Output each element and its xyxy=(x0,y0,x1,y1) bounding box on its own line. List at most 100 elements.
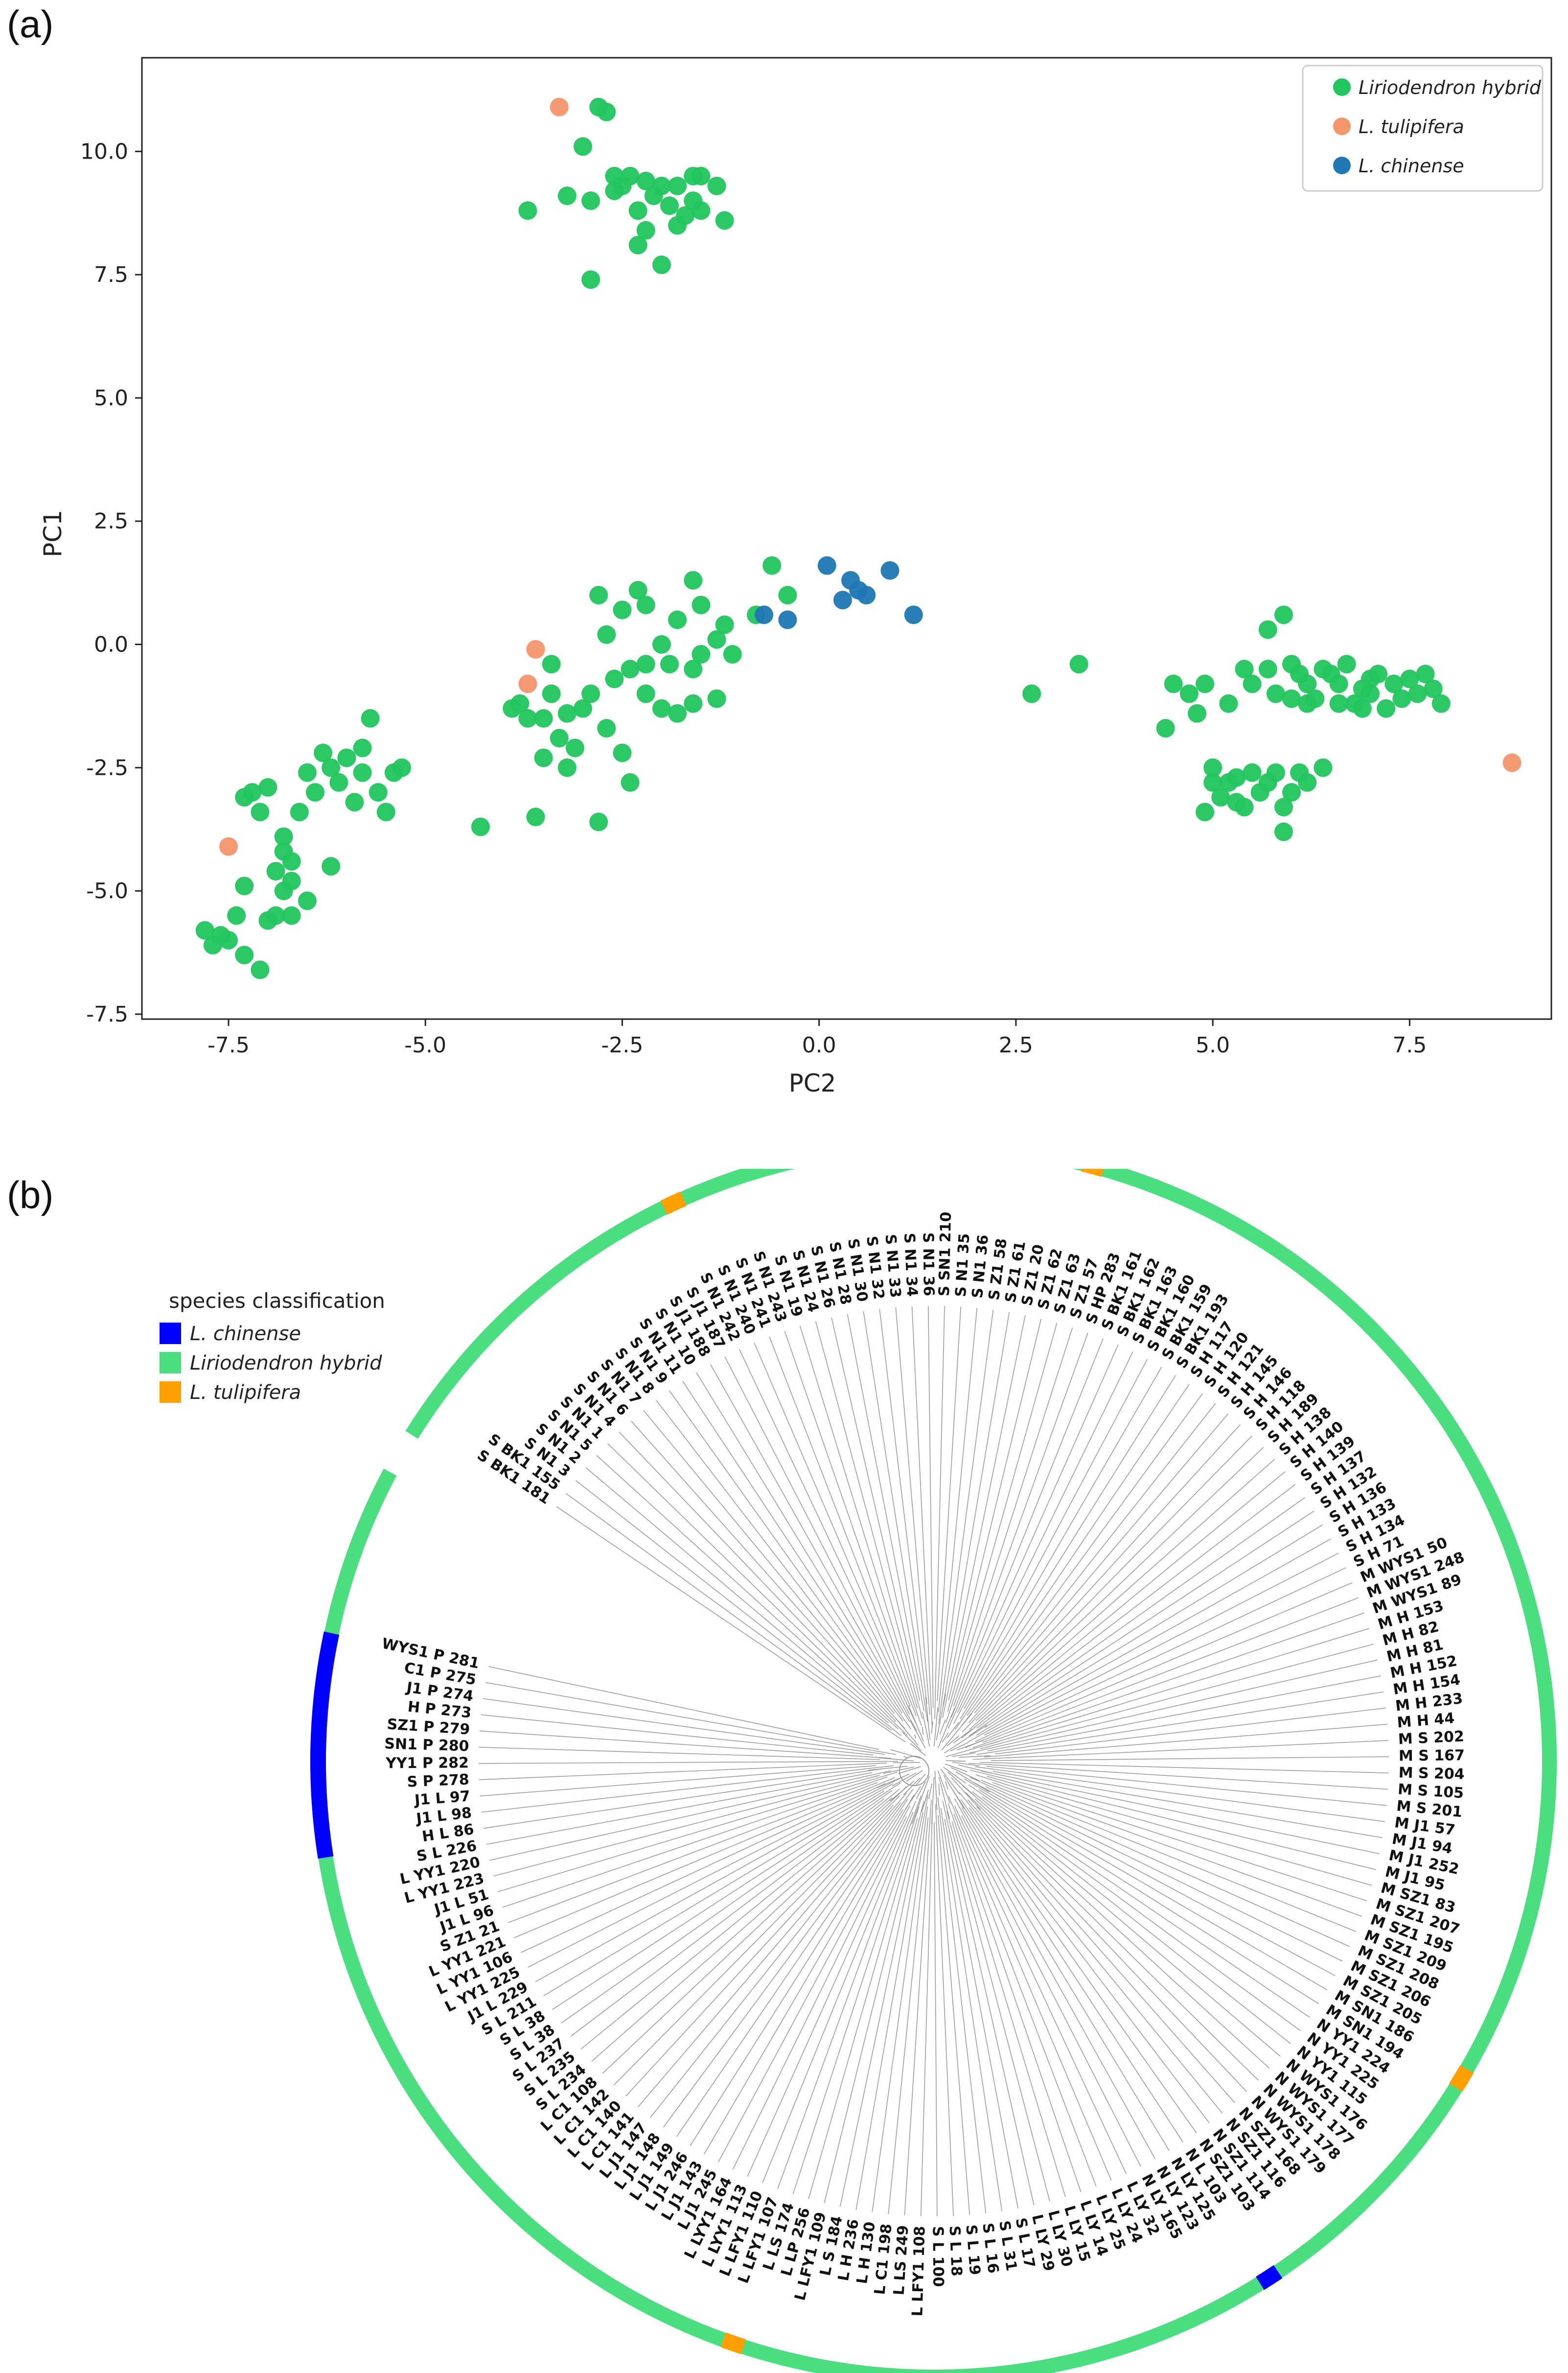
scatter-point-liriodendron-hybrid xyxy=(1392,689,1411,708)
scatter-point-liriodendron-hybrid xyxy=(581,270,600,289)
tree-leaf-label: S N1 34 xyxy=(900,1233,921,1297)
tree-internal-branch xyxy=(922,1726,924,1735)
tree-branch xyxy=(637,1792,907,2108)
y-tick-label: 7.5 xyxy=(94,262,128,287)
tree-leaf-label: YY1 P 282 xyxy=(385,1754,469,1772)
scatter-point-liriodendron-hybrid xyxy=(684,694,703,713)
tree-branch xyxy=(942,1800,1035,2206)
tree-branch xyxy=(954,1806,1127,2174)
scatter-point-liriodendron-hybrid xyxy=(471,817,490,837)
tree-branch xyxy=(971,1791,1291,2044)
tree-branch xyxy=(575,1480,902,1736)
tree-internal-branch xyxy=(890,1749,921,1759)
tree-branch xyxy=(965,1582,1353,1748)
tree-branch xyxy=(974,1783,1336,1977)
tree-leaf-label: S P 278 xyxy=(407,1771,469,1791)
scatter-point-liriodendron-hybrid xyxy=(1282,783,1301,802)
scatter-point-liriodendron-hybrid xyxy=(1431,694,1451,713)
ring-segment-l-tulipifera xyxy=(720,2332,746,2354)
tree-branch xyxy=(974,1798,1270,2069)
y-tick-label: 10.0 xyxy=(80,139,128,164)
tree-legend-swatch-hybrid xyxy=(160,1352,181,1373)
scatter-point-liriodendron-hybrid xyxy=(1203,773,1222,792)
scatter-point-liriodendron-hybrid xyxy=(762,556,782,575)
scatter-point-liriodendron-hybrid xyxy=(597,102,616,121)
scatter-point-liriodendron-hybrid xyxy=(613,176,632,195)
tree-branch xyxy=(480,1765,876,1796)
tree-internal-branch xyxy=(931,1777,935,1824)
scatter-point-liriodendron-hybrid xyxy=(384,763,403,782)
scatter-point-liriodendron-hybrid xyxy=(534,709,553,728)
tree-branch xyxy=(520,1783,886,1953)
tree-branch xyxy=(696,1372,910,1722)
tree-branch xyxy=(631,1420,905,1729)
tree-leaf-label: M S 167 xyxy=(1399,1747,1465,1765)
tree-branch xyxy=(502,1776,888,1908)
scatter-point-l-chinense xyxy=(778,610,797,629)
tree-internal-branch xyxy=(883,1767,914,1774)
tree-branch xyxy=(732,1816,907,2170)
scatter-point-liriodendron-hybrid xyxy=(1211,788,1230,807)
tree-branch xyxy=(982,1796,1301,2031)
scatter-point-liriodendron-hybrid xyxy=(684,659,703,678)
scatter-point-l-chinense xyxy=(817,556,836,575)
tree-internal-branch xyxy=(951,1777,981,1810)
tree-branch xyxy=(747,1800,917,2177)
scatter-point-liriodendron-hybrid xyxy=(1274,822,1293,841)
pca-scatter-chart: -7.5 -5.0 -2.5 0.0 2.5 5.0 7.5 -7.5 -5.0 -2.5 0.0 2… xyxy=(39,57,1552,1097)
tree-branch xyxy=(986,1766,1387,1806)
tree-internal-branch xyxy=(943,1767,966,1784)
tree-branch xyxy=(938,1308,978,1713)
scatter-point-liriodendron-hybrid xyxy=(1196,675,1215,694)
tree-internal-branch xyxy=(952,1762,980,1767)
panel-a-label: (a) xyxy=(7,2,54,46)
phylogenetic-tree: species classification L. chinense Lirio… xyxy=(160,1169,1557,2373)
scatter-point-liriodendron-hybrid xyxy=(251,802,270,821)
tree-internal-branch xyxy=(957,1740,983,1750)
scatter-point-liriodendron-hybrid xyxy=(707,689,726,708)
scatter-point-l-tulipifera xyxy=(1502,753,1522,772)
scatter-point-liriodendron-hybrid xyxy=(1203,758,1222,777)
tree-branch xyxy=(944,1818,1018,2209)
scatter-point-liriodendron-hybrid xyxy=(1219,694,1238,713)
tree-branch xyxy=(777,1795,922,2189)
tree-branch xyxy=(855,1794,928,2210)
scatter-point-liriodendron-hybrid xyxy=(581,191,600,210)
scatter-point-liriodendron-hybrid xyxy=(668,216,687,235)
legend-marker-tulipifera xyxy=(1333,117,1351,135)
scatter-point-liriodendron-hybrid xyxy=(542,684,561,703)
scatter-point-liriodendron-hybrid xyxy=(369,783,388,802)
scatter-point-liriodendron-hybrid xyxy=(1360,684,1380,703)
tree-branch xyxy=(982,1597,1359,1743)
tree-branch xyxy=(613,1795,900,2086)
tree-branch xyxy=(484,1768,883,1829)
tree-branch xyxy=(957,1351,1133,1713)
scatter-point-liriodendron-hybrid xyxy=(1258,620,1277,639)
tree-branch xyxy=(911,1306,933,1726)
scatter-point-liriodendron-hybrid xyxy=(707,630,726,649)
tree-branch xyxy=(808,1818,918,2199)
y-tick-label: 2.5 xyxy=(94,509,128,534)
tree-branch xyxy=(888,1817,929,2214)
ring-hybrid xyxy=(311,1169,1557,2373)
scatter-point-liriodendron-hybrid xyxy=(1266,684,1285,703)
tree-leaf-label: M S 204 xyxy=(1398,1764,1465,1783)
scatter-point-liriodendron-hybrid xyxy=(1314,758,1333,777)
tree-branch xyxy=(663,1789,914,2128)
tree-branch xyxy=(948,1319,1042,1700)
tree-branch xyxy=(769,1336,917,1716)
scatter-point-liriodendron-hybrid xyxy=(353,739,372,758)
tree-branch xyxy=(992,1770,1383,1838)
tree-branch xyxy=(479,1746,880,1760)
scatter-point-liriodendron-hybrid xyxy=(636,171,655,190)
scatter-point-l-chinense xyxy=(833,590,852,609)
legend-box xyxy=(1302,65,1544,192)
tree-branch xyxy=(872,1806,928,2212)
scatter-point-l-tulipifera xyxy=(550,97,569,116)
tree-branch xyxy=(991,1756,1389,1761)
tree-internal-branch xyxy=(910,1743,926,1756)
scatter-point-liriodendron-hybrid xyxy=(589,585,608,605)
tree-branch xyxy=(975,1766,1385,1822)
tree-branch xyxy=(863,1311,928,1722)
tree-internal-branch xyxy=(890,1780,915,1801)
